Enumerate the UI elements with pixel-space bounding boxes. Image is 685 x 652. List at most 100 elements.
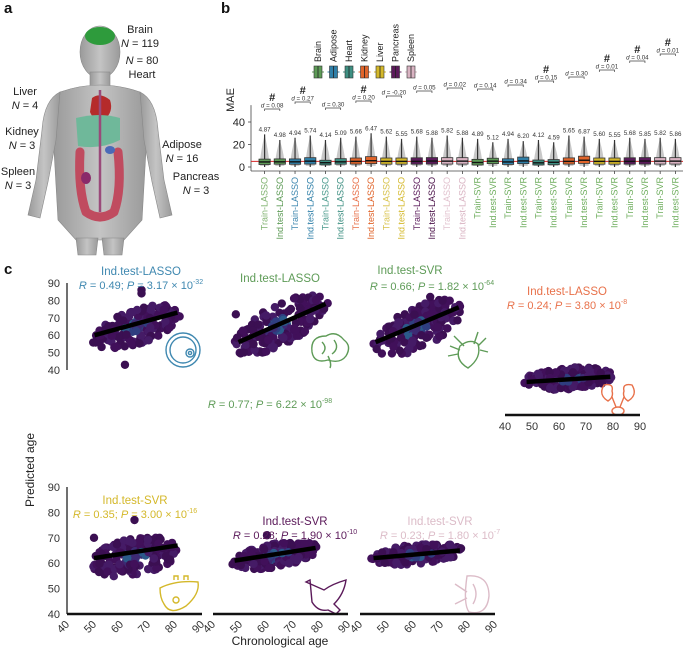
data-point xyxy=(122,330,131,339)
d-symbol: d xyxy=(626,55,630,62)
scatter-subplot-brain: Ind.test-LASSO R = 0.77; P = 6.22 × 10-98 xyxy=(208,273,350,411)
data-point xyxy=(305,314,315,324)
comparison-bracket xyxy=(507,84,524,87)
heart-icon xyxy=(447,331,489,369)
data-point xyxy=(584,364,593,373)
x-tick-label: Train-SVR xyxy=(503,177,513,219)
d-value: = 0.05 xyxy=(417,85,437,92)
y-tick-label: 70 xyxy=(48,533,60,545)
subplot-title: Ind.test-LASSO xyxy=(240,273,320,285)
data-point xyxy=(438,296,447,305)
data-point xyxy=(236,560,246,570)
data-point xyxy=(118,316,128,325)
n-symbol: N xyxy=(12,100,20,112)
n-value: = 80 xyxy=(134,55,159,67)
comparison-bracket xyxy=(568,76,585,79)
data-point xyxy=(372,344,381,354)
regression-line xyxy=(93,543,179,561)
mean-value-label: 4.87 xyxy=(259,126,272,133)
n-symbol: N xyxy=(126,55,134,67)
data-point xyxy=(534,371,544,380)
data-point xyxy=(144,336,153,345)
mean-value-label: 4.59 xyxy=(548,134,561,141)
data-point xyxy=(109,572,119,581)
d-symbol: d xyxy=(565,71,569,78)
data-point xyxy=(95,559,104,569)
n-value: = 3 xyxy=(191,185,210,197)
organ-label-liver-count: N = 4 xyxy=(12,100,39,112)
nucleolus xyxy=(187,350,193,356)
d-value: = 0.15 xyxy=(538,75,558,82)
mean-value-label: 5.09 xyxy=(335,130,348,137)
data-point xyxy=(446,540,455,550)
d-symbol: d xyxy=(657,48,661,55)
data-point xyxy=(433,323,443,332)
data-point xyxy=(165,555,175,564)
data-point xyxy=(290,324,299,333)
organ-label-pancreas-count: N = 3 xyxy=(183,185,210,197)
panel-label-c: c xyxy=(4,261,13,278)
data-point xyxy=(289,294,299,303)
r-symbol: R xyxy=(79,280,87,292)
y-tick-label: 80 xyxy=(48,295,60,307)
correlation-annotation: R = 0.49; P = 3.17 × 10-32 xyxy=(79,279,203,292)
data-point xyxy=(287,541,296,550)
x-tick-label: Train-SVR xyxy=(594,177,604,219)
y-tick-label: 40 xyxy=(233,117,245,129)
effect-size-label: d = 0.20 xyxy=(352,95,375,102)
data-point xyxy=(154,331,163,340)
data-point xyxy=(120,360,130,369)
x-tick-label: 50 xyxy=(375,619,392,636)
data-point xyxy=(159,305,168,314)
data-point xyxy=(114,332,124,342)
data-point xyxy=(259,545,269,554)
y-tick-label: 60 xyxy=(48,558,60,570)
comparison-bracket xyxy=(294,101,311,104)
mean-value-label: 6.47 xyxy=(365,125,378,132)
n-symbol: N xyxy=(121,38,129,50)
liver-icon xyxy=(159,575,199,612)
data-point xyxy=(568,382,577,392)
data-point xyxy=(112,540,122,549)
mean-value-label: 5.88 xyxy=(456,130,469,137)
mean-value-label: 5.12 xyxy=(487,134,500,141)
x-tick-label: 90 xyxy=(483,619,500,636)
data-point xyxy=(103,567,112,576)
mean-value-label: 5.55 xyxy=(396,131,409,138)
comparison-bracket xyxy=(355,100,372,103)
significance-marker: # xyxy=(269,92,275,104)
comparison-bracket xyxy=(659,53,676,56)
comparison-bracket xyxy=(477,88,494,91)
effect-size-label: d = 0.15 xyxy=(535,75,558,82)
legend-label: Brain xyxy=(313,41,323,62)
legend: Brain Adipose Heart Kidney Liver Pancreas Sple… xyxy=(312,23,417,79)
x-tick-label: Ind.test-SVR xyxy=(549,177,559,229)
x-tick-label: 70 xyxy=(580,421,592,433)
x-tick-label: 60 xyxy=(553,421,565,433)
subplot-title: Ind.test-SVR xyxy=(262,516,327,528)
x-tick-label: Train-SVR xyxy=(533,177,543,219)
data-point xyxy=(262,311,271,320)
d-value: = 0.30 xyxy=(325,102,345,109)
data-point xyxy=(376,329,385,339)
x-tick-label: 40 xyxy=(201,619,218,636)
x-tick-label: Train-LASSO xyxy=(351,177,361,230)
mean-value-label: 4.12 xyxy=(532,132,545,139)
d-symbol: d xyxy=(352,95,356,102)
comparison-bracket xyxy=(264,108,281,111)
mean-value-label: 5.60 xyxy=(593,131,606,138)
data-point xyxy=(262,531,272,540)
data-point xyxy=(421,322,431,331)
x-tick-label: 50 xyxy=(82,619,99,636)
p-exponent: -10 xyxy=(347,529,357,536)
p-value: = 3.00 × 10 xyxy=(128,509,187,521)
p-value: = 6.22 × 10 xyxy=(263,399,322,411)
x-tick-label: 50 xyxy=(526,421,538,433)
data-point xyxy=(122,554,132,563)
organ-label-spleen-name: Spleen xyxy=(1,166,35,178)
x-tick-label: Ind.test-SVR xyxy=(579,177,589,229)
d-symbol: d xyxy=(444,82,448,89)
x-tick-label: Ind.test-SVR xyxy=(488,177,498,229)
